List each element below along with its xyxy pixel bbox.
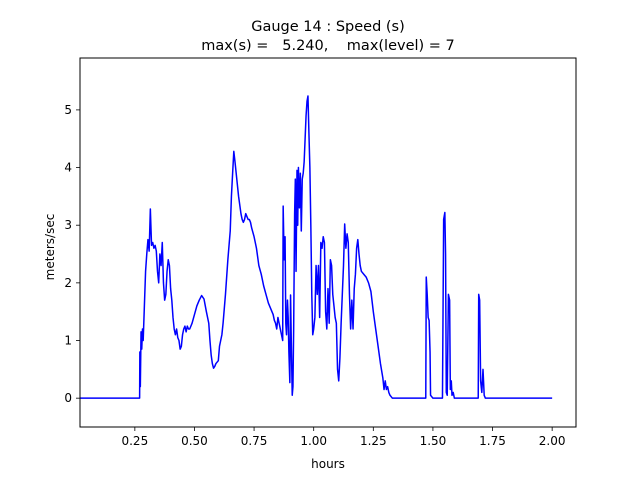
x-tick-label: 0.50 xyxy=(181,434,208,448)
y-tick-label: 1 xyxy=(64,334,72,348)
y-axis-label: meters/sec xyxy=(43,214,57,281)
y-axis-ticks: 0 1 2 3 4 5 xyxy=(64,103,80,405)
x-tick-label: 1.50 xyxy=(420,434,447,448)
x-tick-label: 0.25 xyxy=(121,434,148,448)
x-tick-label: 2.00 xyxy=(539,434,566,448)
chart-title-line1: Gauge 14 : Speed (s) xyxy=(251,19,405,35)
x-tick-label: 1.75 xyxy=(479,434,506,448)
x-tick-label: 1.25 xyxy=(360,434,387,448)
x-tick-label: 0.75 xyxy=(241,434,268,448)
y-tick-label: 5 xyxy=(64,103,72,117)
x-axis-label: hours xyxy=(311,457,345,471)
x-tick-label: 1.00 xyxy=(300,434,327,448)
x-axis-ticks: 0.25 0.50 0.75 1.00 1.25 1.50 1.75 2.00 xyxy=(121,427,566,448)
speed-series-line xyxy=(80,95,553,399)
y-tick-label: 4 xyxy=(64,161,72,175)
plot-area-frame xyxy=(79,57,577,428)
chart-title-line2: max(s) = 5.240, max(level) = 7 xyxy=(201,38,455,54)
y-tick-label: 0 xyxy=(64,391,72,405)
y-tick-label: 2 xyxy=(64,276,72,290)
y-tick-label: 3 xyxy=(64,218,72,232)
